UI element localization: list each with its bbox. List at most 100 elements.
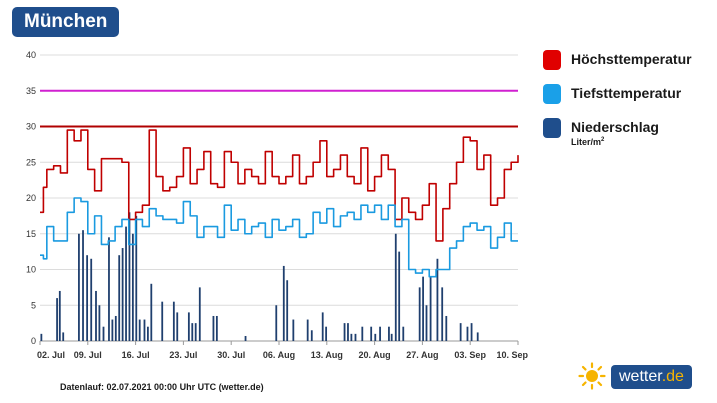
y-tick-label: 20	[26, 193, 36, 203]
precipitation-bar	[306, 319, 309, 341]
precipitation-bar	[62, 332, 65, 341]
precipitation-bar	[350, 333, 353, 341]
legend-unit-precipitation: Liter/m2	[571, 137, 604, 147]
x-tick-label: 20. Aug	[359, 350, 391, 360]
precipitation-bar	[90, 258, 93, 341]
precipitation-bar	[390, 333, 393, 341]
precipitation-bar	[212, 315, 215, 341]
precipitation-bar	[422, 276, 424, 341]
x-tick-label: 16. Jul	[122, 350, 150, 360]
precipitation-bar	[310, 330, 313, 341]
precipitation-bar	[198, 287, 201, 341]
data-run-note: Datenlauf: 02.07.2021 00:00 Uhr UTC (wet…	[60, 382, 264, 392]
precipitation-bar	[78, 233, 80, 341]
legend-item-min-temp: Tiefsttemperatur	[543, 84, 713, 118]
x-axis-ticks: 02. Jul 09. Jul 16. Jul 23. Jul 30. Jul 06. A…	[37, 341, 528, 360]
y-tick-label: 15	[26, 229, 36, 239]
precipitation-bar	[347, 323, 349, 341]
y-tick-label: 40	[26, 50, 36, 60]
brand-tld: .de	[661, 368, 684, 385]
precipitation-bars	[40, 212, 479, 341]
precipitation-bar	[118, 255, 121, 341]
legend-unit-text: Liter/m	[571, 137, 602, 147]
precipitation-bar	[40, 333, 43, 341]
y-tick-label: 5	[31, 300, 36, 310]
precipitation-bar	[128, 212, 131, 341]
precipitation-bar	[244, 335, 247, 341]
precipitation-bar	[86, 255, 89, 341]
y-tick-label: 30	[26, 122, 36, 132]
precipitation-bar	[374, 333, 377, 341]
precipitation-bar	[150, 283, 153, 341]
precipitation-bar	[114, 315, 117, 341]
brand-logo: wetter.de	[578, 362, 708, 392]
brand-name: wetter.de	[611, 365, 692, 389]
precipitation-bar	[343, 323, 346, 341]
precipitation-bar	[56, 298, 58, 341]
legend-item-precipitation: Niederschlag Liter/m2	[543, 118, 713, 152]
precipitation-bar	[476, 332, 479, 341]
precipitation-bar	[95, 290, 97, 341]
precipitation-bar	[436, 258, 439, 341]
y-tick-label: 35	[26, 86, 36, 96]
precipitation-bar	[187, 312, 190, 341]
precipitation-bar	[459, 323, 462, 341]
reference-lines	[40, 89, 518, 128]
precipitation-bar	[370, 326, 373, 341]
x-tick-label: 03. Sep	[454, 350, 486, 360]
x-tick-label: 23. Jul	[169, 350, 197, 360]
x-tick-label: 06. Aug	[263, 350, 295, 360]
precipitation-bar	[108, 237, 110, 341]
precipitation-bar	[102, 326, 105, 341]
legend-swatch-precipitation	[543, 118, 561, 138]
x-tick-label: 30. Jul	[217, 350, 245, 360]
precipitation-bar	[429, 276, 432, 341]
y-tick-label: 0	[31, 336, 36, 346]
precipitation-bar	[394, 233, 397, 341]
precipitation-bar	[121, 248, 124, 341]
precipitation-bar	[138, 319, 141, 341]
temperature-lines	[40, 129, 519, 278]
x-tick-label: 02. Jul	[37, 350, 65, 360]
precipitation-bar	[135, 215, 138, 341]
legend-label-max-temp: Höchsttemperatur	[571, 51, 692, 67]
legend-swatch-max-temp	[543, 50, 561, 70]
page-title: München	[12, 7, 120, 37]
precipitation-bar	[143, 319, 146, 341]
precipitation-bar	[194, 323, 197, 341]
precipitation-bar	[191, 323, 194, 341]
precipitation-bar	[354, 333, 357, 341]
precipitation-bar	[402, 326, 405, 341]
precipitation-bar	[146, 326, 149, 341]
precipitation-bar	[131, 233, 134, 341]
precipitation-bar	[161, 301, 164, 341]
legend-label-min-temp: Tiefsttemperatur	[571, 85, 682, 101]
legend-unit-sup: 2	[601, 137, 605, 143]
precipitation-bar	[388, 326, 390, 341]
precipitation-bar	[275, 305, 278, 341]
precipitation-bar	[325, 326, 328, 341]
precipitation-bar	[286, 280, 289, 341]
precipitation-bar	[282, 265, 285, 341]
sun-icon	[578, 362, 606, 390]
y-tick-label: 25	[26, 157, 36, 167]
series-line	[40, 129, 519, 242]
precipitation-bar	[418, 287, 421, 341]
precipitation-bar	[361, 326, 364, 341]
precipitation-bar	[98, 305, 101, 341]
series-line	[40, 197, 518, 278]
precipitation-bar	[379, 326, 381, 341]
precipitation-bar	[292, 319, 295, 341]
x-tick-label: 13. Aug	[311, 350, 343, 360]
precipitation-bar	[125, 226, 127, 341]
precipitation-bar	[215, 315, 218, 341]
y-axis-ticks: 0 5 10 15 20 25 30 35 40	[26, 50, 36, 346]
precipitation-bar	[172, 301, 175, 341]
precipitation-bar	[176, 312, 179, 341]
precipitation-bar	[398, 251, 401, 341]
legend-label-precipitation: Niederschlag	[571, 119, 659, 135]
legend-item-max-temp: Höchsttemperatur	[543, 50, 713, 84]
precipitation-bar	[82, 230, 84, 341]
grid-lines	[40, 54, 518, 342]
